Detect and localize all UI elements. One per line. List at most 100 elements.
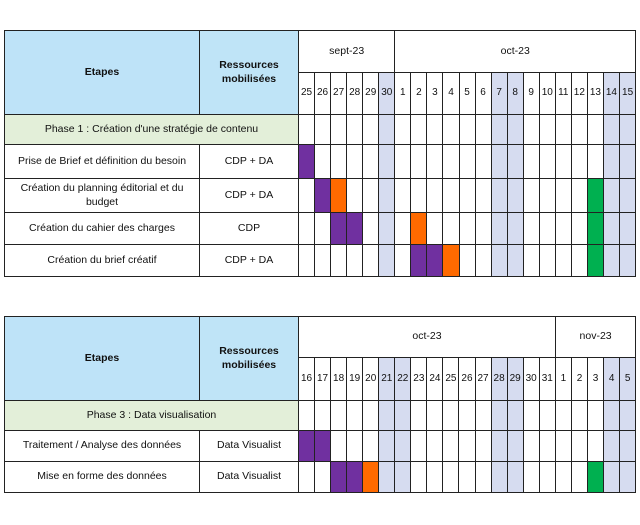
day-header: 13 xyxy=(586,72,604,115)
schedule-cell xyxy=(554,461,572,493)
schedule-cell xyxy=(570,430,589,462)
schedule-cell xyxy=(490,178,508,213)
schedule-cell xyxy=(570,400,589,431)
month-header: oct-23 xyxy=(298,316,556,358)
schedule-cell xyxy=(618,178,637,213)
schedule-cell xyxy=(394,178,412,213)
schedule-cell xyxy=(603,400,621,431)
schedule-cell xyxy=(458,144,476,179)
schedule-cell xyxy=(570,244,588,277)
schedule-cell xyxy=(522,114,540,145)
day-header: 5 xyxy=(619,357,637,401)
task-resource: CDP + DA xyxy=(199,244,299,277)
schedule-cell xyxy=(618,114,637,145)
schedule-bar-purple xyxy=(346,461,364,493)
schedule-cell xyxy=(458,178,476,213)
schedule-cell xyxy=(554,430,572,462)
day-header: 29 xyxy=(506,357,524,401)
schedule-cell xyxy=(506,244,524,277)
schedule-cell xyxy=(410,144,428,179)
task-name: Traitement / Analyse des données xyxy=(4,430,200,462)
day-header: 1 xyxy=(394,72,412,115)
schedule-cell xyxy=(314,114,332,145)
schedule-cell xyxy=(378,400,396,431)
schedule-cell xyxy=(490,244,508,277)
schedule-cell xyxy=(410,430,428,462)
schedule-cell xyxy=(378,178,396,213)
schedule-cell xyxy=(586,114,604,145)
schedule-cell xyxy=(619,430,637,462)
schedule-cell xyxy=(330,244,348,277)
task-name: Création du brief créatif xyxy=(4,244,200,277)
task-row: Création du cahier des charges CDP xyxy=(4,212,637,245)
schedule-cell xyxy=(426,144,444,179)
schedule-cell xyxy=(362,244,380,277)
schedule-cell xyxy=(378,114,396,145)
schedule-cell xyxy=(522,178,540,213)
schedule-cell xyxy=(362,400,380,431)
schedule-cell xyxy=(458,430,476,462)
schedule-cell xyxy=(346,400,364,431)
schedule-cell xyxy=(442,400,460,431)
schedule-cell xyxy=(442,144,460,179)
schedule-cell xyxy=(603,430,621,462)
schedule-cell xyxy=(458,114,476,145)
day-header: 28 xyxy=(490,357,508,401)
day-header: 20 xyxy=(362,357,380,401)
schedule-cell xyxy=(490,461,508,493)
schedule-cell xyxy=(330,144,348,179)
day-header: 18 xyxy=(330,357,348,401)
day-header: 15 xyxy=(618,72,637,115)
schedule-cell xyxy=(346,178,364,213)
schedule-cell xyxy=(570,178,588,213)
task-name: Création du planning éditorial et du bud… xyxy=(4,178,200,213)
day-header: 10 xyxy=(538,72,556,115)
schedule-cell xyxy=(522,400,540,431)
schedule-cell xyxy=(458,244,476,277)
schedule-cell xyxy=(506,114,524,145)
schedule-cell xyxy=(538,114,556,145)
schedule-cell xyxy=(362,212,380,245)
phase-title: Phase 1 : Création d'une stratégie de co… xyxy=(4,114,299,145)
schedule-cell xyxy=(330,430,348,462)
day-header: 17 xyxy=(314,357,332,401)
schedule-cell xyxy=(378,212,396,245)
schedule-cell xyxy=(314,212,332,245)
day-header: 6 xyxy=(474,72,492,115)
gantt-table-phase-1: Etapes Ressources mobilisées sept-23 oct-23… xyxy=(4,30,637,277)
schedule-bar-purple xyxy=(410,244,428,277)
schedule-cell xyxy=(538,430,556,462)
schedule-cell xyxy=(554,114,572,145)
day-header: 12 xyxy=(570,72,588,115)
day-header: 5 xyxy=(458,72,476,115)
day-header: 19 xyxy=(346,357,364,401)
schedule-cell xyxy=(522,144,540,179)
schedule-cell xyxy=(330,114,348,145)
header-ressources: Ressources mobilisées xyxy=(199,316,299,401)
schedule-cell xyxy=(330,400,348,431)
task-resource: Data Visualist xyxy=(199,461,299,493)
month-header: sept-23 xyxy=(297,30,396,73)
day-header: 9 xyxy=(522,72,540,115)
schedule-cell xyxy=(378,461,396,493)
schedule-bar-purple xyxy=(297,430,316,462)
schedule-cell xyxy=(602,212,620,245)
task-name: Prise de Brief et définition du besoin xyxy=(4,144,200,179)
schedule-cell xyxy=(297,461,316,493)
schedule-cell xyxy=(602,144,620,179)
schedule-cell xyxy=(474,212,492,245)
schedule-bar-orange xyxy=(410,212,428,245)
schedule-cell xyxy=(570,144,588,179)
schedule-cell xyxy=(362,430,380,462)
schedule-cell xyxy=(554,144,572,179)
day-header: 27 xyxy=(330,72,348,115)
schedule-cell xyxy=(602,244,620,277)
schedule-cell xyxy=(314,144,332,179)
schedule-cell xyxy=(426,178,444,213)
schedule-cell xyxy=(314,244,332,277)
schedule-cell xyxy=(394,212,412,245)
schedule-cell xyxy=(442,178,460,213)
schedule-cell xyxy=(603,461,621,493)
schedule-bar-purple xyxy=(330,212,348,245)
schedule-cell xyxy=(297,178,316,213)
